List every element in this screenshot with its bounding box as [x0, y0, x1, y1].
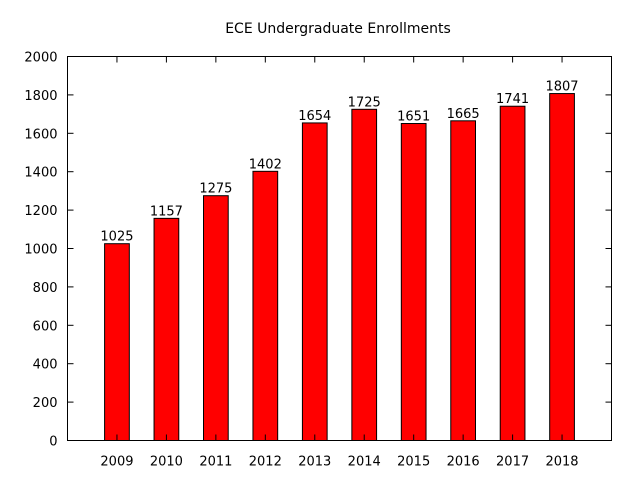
bar-2018: [549, 93, 575, 441]
x-tick-label-2014: 2014: [348, 455, 381, 470]
bars-group: [104, 93, 575, 442]
bar-2017: [499, 105, 526, 441]
y-axis: 0 200 400 600 800 1000 1200 1400 1600 1800 2000: [24, 51, 612, 450]
bar-2011: [203, 195, 229, 441]
data-label-2018: 1807: [545, 80, 578, 95]
x-tick-label-2013: 2013: [298, 455, 331, 470]
x-tick-label-2009: 2009: [100, 455, 133, 470]
bar-2012: [252, 170, 279, 441]
x-tick-label-2015: 2015: [397, 455, 430, 470]
data-labels-group: 1025 1157 1275 1402 1654 1725 1651 1665 1741 1807: [100, 80, 578, 245]
x-tick-label-2018: 2018: [545, 455, 578, 470]
y-tick-label: 1200: [24, 204, 57, 219]
x-axis: 2009 2010 2011 2012 2013 2014 2015 2016 2017 2018: [100, 56, 579, 470]
x-tick-label-2012: 2012: [249, 455, 282, 470]
x-tick-label-2011: 2011: [199, 455, 232, 470]
data-label-2014: 1725: [348, 95, 381, 110]
data-label-2016: 1665: [447, 107, 480, 122]
data-label-2010: 1157: [150, 204, 183, 219]
chart-title: ECE Undergraduate Enrollments: [225, 21, 451, 37]
y-tick-label: 400: [33, 358, 58, 373]
y-tick-label: 200: [33, 396, 58, 411]
data-label-2012: 1402: [249, 157, 282, 172]
bar-2013: [301, 122, 328, 441]
x-tick-label-2010: 2010: [150, 455, 183, 470]
data-label-2011: 1275: [199, 182, 232, 197]
y-tick-label: 1000: [24, 243, 57, 258]
x-tick-label-2017: 2017: [496, 455, 529, 470]
data-label-2015: 1651: [397, 110, 430, 125]
y-tick-label: 1600: [24, 127, 57, 142]
data-label-2017: 1741: [496, 92, 529, 107]
y-tick-label: 1800: [24, 89, 57, 104]
y-tick-label: 600: [33, 319, 58, 334]
bar-2010: [153, 217, 180, 441]
plot-frame: [67, 56, 612, 441]
y-tick-label: 0: [49, 435, 57, 450]
x-tick-label-2016: 2016: [447, 455, 480, 470]
y-tick-label: 800: [33, 281, 58, 296]
bar-2009: [104, 243, 130, 441]
y-tick-label: 2000: [24, 51, 57, 66]
data-label-2009: 1025: [100, 230, 133, 245]
data-label-2013: 1654: [298, 109, 331, 124]
y-tick-label: 1400: [24, 166, 57, 181]
bar-2016: [450, 120, 477, 441]
bar-2015: [400, 123, 427, 442]
bar-2014: [351, 108, 378, 442]
